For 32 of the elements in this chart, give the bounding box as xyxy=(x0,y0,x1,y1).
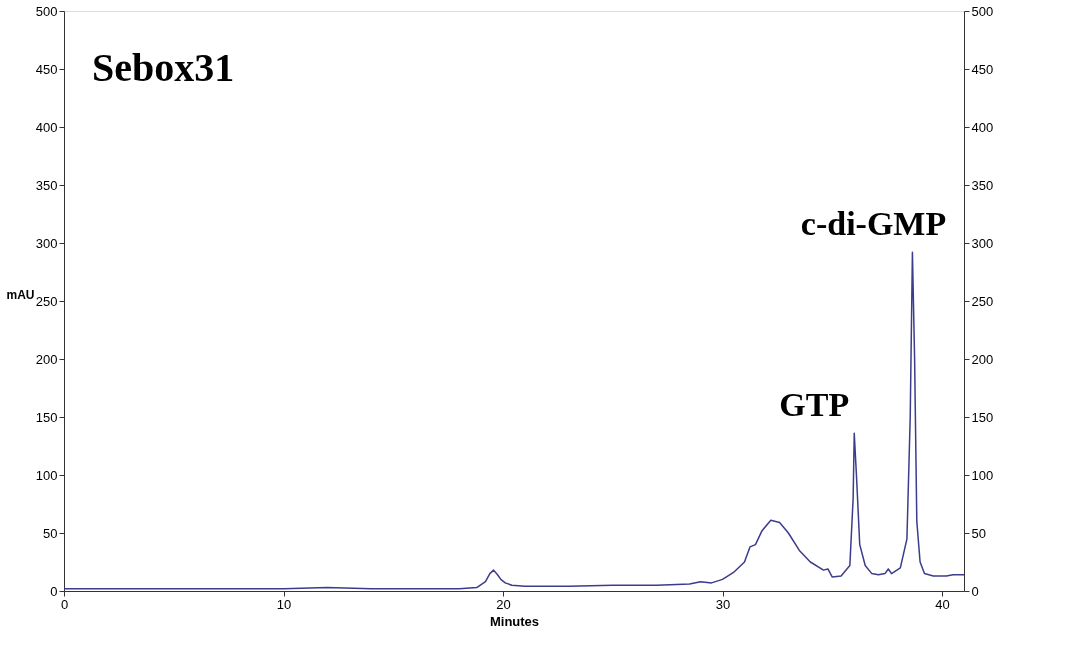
y2-tick-label: 50 xyxy=(971,525,986,541)
y-tick-label: 50 xyxy=(43,525,58,541)
y2-tick-label: 450 xyxy=(971,61,994,77)
x-tick-label: 40 xyxy=(935,596,950,612)
x-tick-label: 30 xyxy=(715,596,731,612)
y2-tick-label: 350 xyxy=(971,177,994,193)
x-tick-label: 0 xyxy=(60,596,69,612)
y2-tick-label: 200 xyxy=(971,351,994,367)
y-tick-label: 300 xyxy=(35,235,58,251)
y2-tick-label: 300 xyxy=(971,235,994,251)
y2-tick-label: 400 xyxy=(971,119,994,135)
y-tick-label: 0 xyxy=(50,583,58,599)
x-axis-title: Minutes xyxy=(489,613,540,629)
y-tick-label: 450 xyxy=(35,61,58,77)
x-tick-label: 10 xyxy=(276,596,292,612)
y-tick-label: 350 xyxy=(35,177,58,193)
y2-tick-label: 250 xyxy=(971,293,994,309)
y-tick-label: 150 xyxy=(35,409,58,425)
y-tick-label: 100 xyxy=(35,467,58,483)
y-tick-label: 400 xyxy=(35,119,58,135)
y2-tick-label: 500 xyxy=(971,3,994,19)
y-tick-label: 500 xyxy=(35,3,58,19)
x-tick-label: 20 xyxy=(496,596,511,612)
y-tick-label: 200 xyxy=(35,351,58,367)
annotation: GTP xyxy=(779,386,850,424)
annotation: c-di-GMP xyxy=(800,205,947,243)
y2-tick-label: 150 xyxy=(971,409,994,425)
y-tick-label: 250 xyxy=(35,293,58,309)
y-axis-title: mAU xyxy=(6,287,35,302)
y2-tick-label: 100 xyxy=(971,467,994,483)
y2-tick-label: 0 xyxy=(971,583,979,599)
annotation: Sebox31 xyxy=(92,45,235,90)
